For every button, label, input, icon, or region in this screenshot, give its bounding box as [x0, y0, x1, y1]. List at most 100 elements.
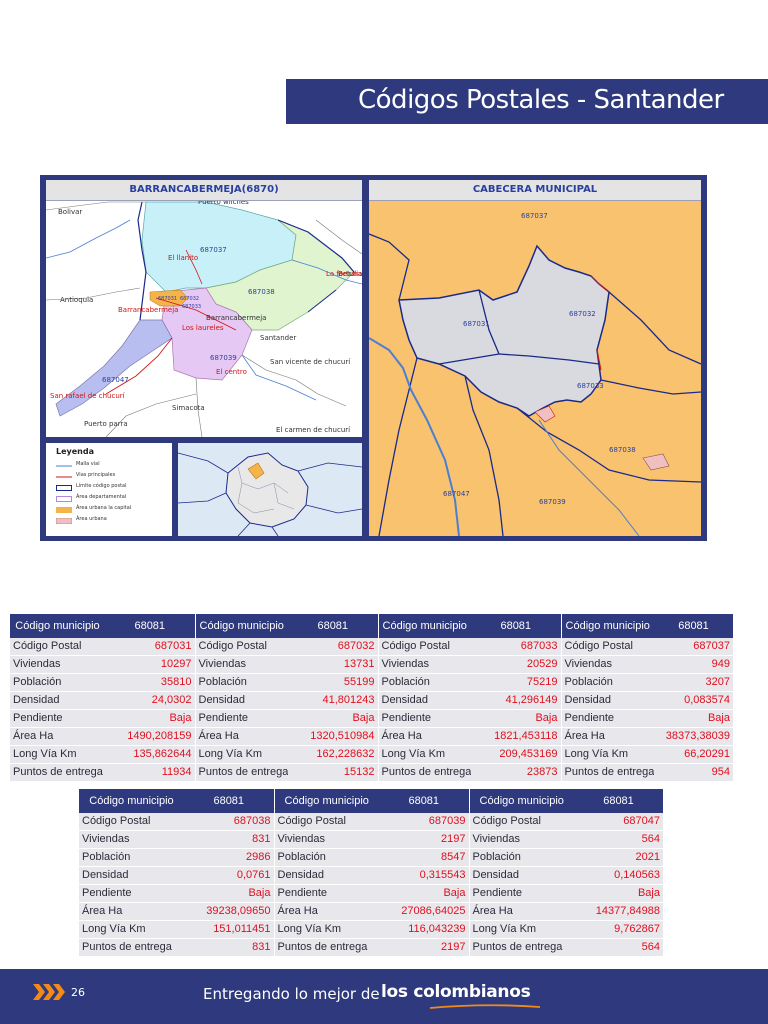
row-value: Baja — [184, 884, 274, 903]
header-value: 68081 — [654, 614, 733, 638]
row-label: Área Ha — [10, 727, 105, 746]
row-value: 0,315543 — [379, 866, 469, 885]
row-label: Densidad — [10, 691, 105, 710]
row-value: 10297 — [105, 655, 195, 674]
row-label: Puntos de entrega — [273, 938, 379, 957]
row-value: 24,0302 — [105, 691, 195, 710]
row-label: Densidad — [560, 691, 654, 710]
row-value: Baja — [471, 709, 561, 728]
cab-code-687047: 687047 — [443, 490, 470, 498]
table-row: Área Ha 1490,208159 Área Ha 1320,510984 Área… — [10, 727, 733, 746]
barrancabermeja-map-panel: Bolivar Antioquia Santander Barrancaberm… — [46, 180, 362, 437]
code-687039: 687039 — [210, 354, 237, 362]
header-value: 68081 — [574, 789, 663, 813]
row-value: 15132 — [288, 763, 378, 782]
row-label: Viviendas — [377, 655, 471, 674]
row-label: Código Postal — [560, 638, 654, 656]
cabecera-map-panel: 687037 687031 687032 687033 687038 68704… — [369, 180, 701, 536]
barrancabermeja-panel-title: BARRANCABERMEJA(6870) — [46, 180, 362, 201]
row-label: Población — [273, 848, 379, 867]
footer-tagline: Entregando lo mejor de — [203, 985, 380, 1003]
header-value: 68081 — [105, 614, 195, 638]
row-value: 831 — [184, 938, 274, 957]
page-title-banner: Códigos Postales - Santander — [286, 79, 768, 124]
row-value: 151,011451 — [184, 920, 274, 939]
row-value: 209,453169 — [471, 745, 561, 764]
row-value: 687038 — [184, 813, 274, 831]
table-header-row: Código municipio 68081 Código municipio … — [79, 789, 663, 813]
table-row: Pendiente Baja Pendiente Baja Pendiente Baja P… — [10, 709, 733, 728]
row-value: 27086,64025 — [379, 902, 469, 921]
row-label: Área Ha — [560, 727, 654, 746]
row-label: Viviendas — [273, 830, 379, 849]
cab-code-687033: 687033 — [577, 382, 604, 390]
legend-label: Área urbana — [76, 516, 107, 522]
legend-item: Área departamental — [56, 494, 171, 503]
code-687037: 687037 — [200, 246, 227, 254]
code-687032: 687032 — [180, 296, 199, 302]
row-value: 1490,208159 — [105, 727, 195, 746]
row-label: Población — [560, 673, 654, 692]
row-value: 38373,38039 — [654, 727, 733, 746]
label-betulia: Betulia — [338, 270, 362, 278]
row-label: Long Vía Km — [79, 920, 184, 939]
row-label: Puntos de entrega — [468, 938, 574, 957]
legend-label: Vias principales — [76, 472, 116, 478]
row-label: Puntos de entrega — [194, 763, 288, 782]
legend-label: Área departamental — [76, 494, 127, 500]
row-label: Viviendas — [10, 655, 105, 674]
row-value: 35810 — [105, 673, 195, 692]
row-value: 2986 — [184, 848, 274, 867]
code-687047: 687047 — [102, 376, 129, 384]
table-header-row: Código municipio 68081 Código municipio … — [10, 614, 733, 638]
label-el-carmen: El carmen de chucurí — [276, 426, 351, 434]
label-la-fortuna: La fortuna — [326, 270, 362, 278]
row-value: 0,083574 — [654, 691, 733, 710]
row-label: Población — [79, 848, 184, 867]
legend-label: Malla vial — [76, 461, 100, 467]
row-label: Pendiente — [468, 884, 574, 903]
row-value: 687033 — [471, 638, 561, 656]
footer: 26 Entregando lo mejor de los colombiano… — [0, 969, 768, 1024]
row-value: 39238,09650 — [184, 902, 274, 921]
row-value: 564 — [574, 830, 663, 849]
header-value: 68081 — [379, 789, 469, 813]
row-value: 687032 — [288, 638, 378, 656]
legend-label: Área urbana la capital — [76, 505, 132, 511]
chevrons-logo-icon — [33, 984, 65, 1000]
row-label: Densidad — [194, 691, 288, 710]
row-value: 14377,84988 — [574, 902, 663, 921]
row-label: Densidad — [377, 691, 471, 710]
table-row: Densidad 24,0302 Densidad 41,801243 Densidad… — [10, 691, 733, 710]
legend-main-road-swatch — [56, 476, 72, 478]
locator-map — [178, 443, 362, 536]
row-value: 687037 — [654, 638, 733, 656]
header-value: 68081 — [184, 789, 274, 813]
label-santander: Santander — [260, 334, 296, 342]
row-value: 3207 — [654, 673, 733, 692]
row-value: 954 — [654, 763, 733, 782]
row-value: 13731 — [288, 655, 378, 674]
row-label: Viviendas — [194, 655, 288, 674]
row-label: Densidad — [468, 866, 574, 885]
page-number: 26 — [71, 986, 85, 999]
table-row: Código Postal 687031 Código Postal 687032 Có… — [10, 638, 733, 656]
row-value: Baja — [105, 709, 195, 728]
row-label: Puntos de entrega — [377, 763, 471, 782]
row-label: Área Ha — [194, 727, 288, 746]
label-bolivar: Bolivar — [58, 208, 82, 216]
row-value: 135,862644 — [105, 745, 195, 764]
code-687031: 687031 — [158, 296, 177, 302]
row-label: Población — [10, 673, 105, 692]
row-value: 564 — [574, 938, 663, 957]
row-value: 9,762867 — [574, 920, 663, 939]
row-label: Densidad — [79, 866, 184, 885]
row-value: 55199 — [288, 673, 378, 692]
row-label: Pendiente — [194, 709, 288, 728]
header-label: Código municipio — [273, 789, 379, 813]
row-value: 41,801243 — [288, 691, 378, 710]
code-687033: 687033 — [182, 304, 201, 310]
header-label: Código municipio — [79, 789, 184, 813]
cab-code-687038: 687038 — [609, 446, 636, 454]
table-row: Población 35810 Población 55199 Población 752… — [10, 673, 733, 692]
